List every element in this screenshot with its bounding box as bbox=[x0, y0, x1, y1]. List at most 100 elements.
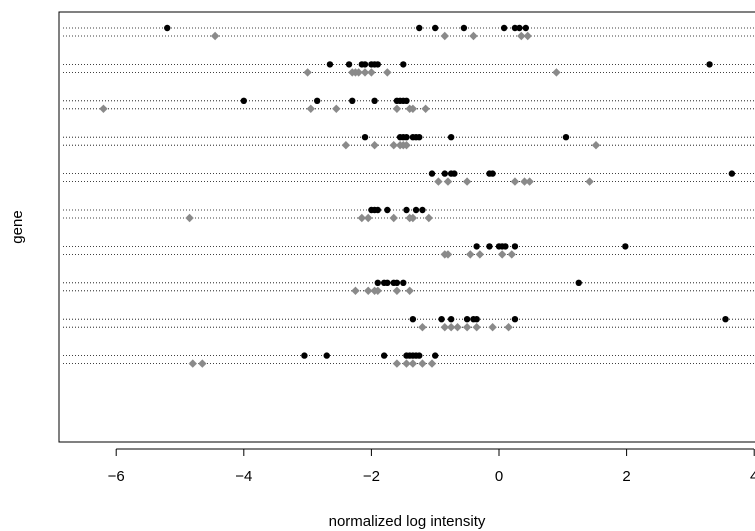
data-point bbox=[188, 359, 197, 368]
data-point bbox=[384, 206, 391, 214]
data-point bbox=[412, 206, 420, 214]
data-point bbox=[443, 177, 453, 186]
data-point bbox=[473, 243, 480, 250]
data-point bbox=[361, 61, 369, 68]
data-point bbox=[424, 213, 434, 223]
data-point bbox=[351, 286, 360, 295]
row-guide-lines bbox=[63, 27, 755, 365]
x-tick-label: −6 bbox=[108, 468, 125, 485]
data-point bbox=[303, 68, 312, 77]
data-point bbox=[728, 170, 736, 177]
data-point bbox=[374, 279, 381, 286]
data-point bbox=[361, 134, 369, 141]
data-point bbox=[419, 206, 426, 214]
data-point bbox=[364, 286, 373, 295]
data-point bbox=[511, 316, 519, 323]
data-point bbox=[185, 213, 194, 223]
data-point bbox=[500, 24, 508, 32]
data-point bbox=[552, 68, 561, 77]
data-point bbox=[345, 61, 353, 68]
data-point bbox=[360, 68, 370, 77]
data-point bbox=[392, 286, 402, 295]
data-point bbox=[400, 279, 407, 286]
data-point bbox=[489, 170, 496, 177]
data-point bbox=[516, 24, 523, 32]
data-point bbox=[432, 352, 439, 359]
data-point bbox=[416, 24, 423, 32]
data-point bbox=[469, 31, 478, 41]
data-point bbox=[403, 134, 410, 141]
data-point bbox=[432, 24, 439, 32]
data-point bbox=[402, 141, 411, 150]
data-point bbox=[402, 359, 411, 368]
data-point bbox=[466, 250, 475, 259]
data-point bbox=[323, 352, 330, 359]
data-point bbox=[403, 97, 410, 105]
data-point bbox=[511, 243, 519, 250]
data-point bbox=[409, 316, 417, 323]
data-point bbox=[438, 316, 445, 323]
data-point bbox=[364, 213, 373, 223]
data-point bbox=[349, 97, 356, 105]
data-point bbox=[462, 323, 472, 332]
data-point bbox=[405, 286, 414, 295]
data-point bbox=[374, 206, 381, 214]
data-point bbox=[517, 31, 526, 41]
data-point bbox=[706, 61, 713, 68]
data-point bbox=[510, 177, 520, 186]
data-point bbox=[562, 134, 570, 141]
data-points bbox=[99, 24, 736, 368]
data-point bbox=[575, 279, 582, 286]
data-point bbox=[722, 316, 729, 323]
data-point bbox=[443, 250, 453, 259]
data-point bbox=[460, 24, 468, 32]
data-point bbox=[403, 206, 410, 214]
y-axis-title: gene bbox=[9, 210, 26, 243]
data-point bbox=[472, 323, 481, 332]
data-point bbox=[421, 104, 430, 113]
x-tick-label: −2 bbox=[363, 468, 380, 485]
data-point bbox=[99, 104, 108, 113]
data-point bbox=[462, 177, 472, 186]
data-point bbox=[447, 134, 455, 141]
data-point bbox=[301, 352, 308, 359]
data-point bbox=[418, 359, 427, 368]
data-point bbox=[373, 286, 382, 295]
data-point bbox=[367, 68, 376, 77]
x-tick-label: −4 bbox=[235, 468, 252, 485]
data-point bbox=[427, 359, 437, 368]
data-point bbox=[451, 170, 458, 177]
data-point bbox=[504, 323, 513, 332]
data-point bbox=[380, 352, 388, 359]
data-point bbox=[374, 61, 381, 68]
x-tick-label: 4 bbox=[750, 468, 755, 485]
data-point bbox=[389, 213, 398, 223]
data-point bbox=[383, 68, 392, 77]
x-tick-label: 2 bbox=[622, 468, 630, 485]
data-point bbox=[210, 31, 220, 41]
data-point bbox=[240, 97, 247, 105]
data-point bbox=[473, 316, 480, 323]
data-point bbox=[313, 97, 321, 105]
data-point bbox=[416, 352, 423, 359]
data-point bbox=[453, 323, 462, 332]
x-tick-label: 0 bbox=[495, 468, 503, 485]
data-point bbox=[523, 31, 532, 41]
data-point bbox=[591, 141, 601, 150]
data-point bbox=[332, 104, 341, 113]
data-point bbox=[408, 359, 418, 368]
data-point bbox=[341, 141, 351, 150]
data-point bbox=[408, 213, 418, 223]
data-point bbox=[446, 323, 456, 332]
data-point bbox=[440, 31, 449, 41]
data-point bbox=[393, 279, 401, 286]
data-point bbox=[371, 97, 378, 105]
data-point bbox=[306, 104, 315, 113]
data-point bbox=[497, 250, 507, 259]
data-point bbox=[507, 250, 516, 259]
data-point bbox=[389, 141, 398, 150]
data-point bbox=[488, 323, 497, 332]
data-point bbox=[447, 316, 455, 323]
data-point bbox=[522, 24, 529, 32]
